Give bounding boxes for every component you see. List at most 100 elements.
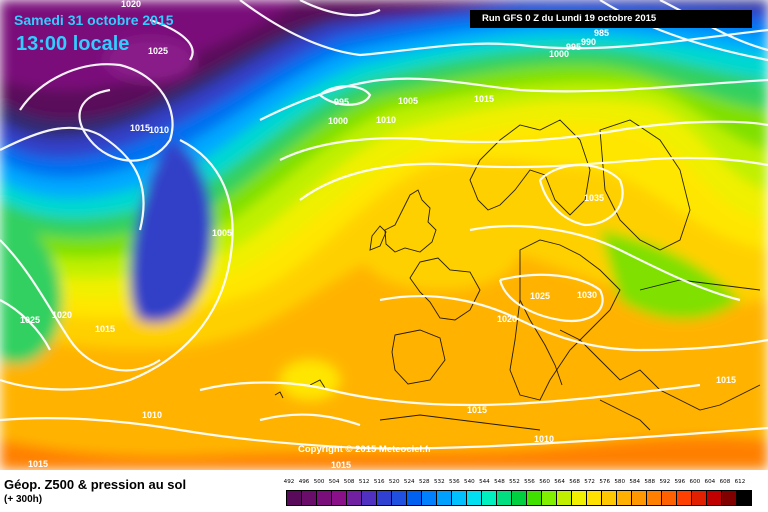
scale-label: 536 (449, 479, 460, 485)
scale-swatch (332, 491, 347, 505)
scale-label: 580 (614, 479, 626, 485)
copyright-text: Copyright © 2015 Meteociel.fr (298, 444, 432, 455)
isobar-label: 1015 (130, 123, 150, 133)
isobar-label: 1025 (20, 315, 40, 325)
scale-swatch (557, 491, 572, 505)
isobar-label: 1000 (328, 116, 348, 126)
scale-swatch (587, 491, 602, 505)
geopotential-map: 1020 1025 985 990 995 1000 995 1005 1015… (0, 0, 768, 470)
scale-swatch (377, 491, 392, 505)
isobar-label: 1010 (534, 434, 554, 444)
scale-label: 540 (464, 479, 475, 485)
isobar-label: 1025 (148, 46, 168, 56)
isobar-label: 1025 (530, 291, 550, 301)
legend-title: Géop. Z500 & pression au sol (4, 477, 187, 492)
scale-label: 584 (629, 479, 641, 485)
scale-label: 592 (659, 479, 671, 485)
scale-label: 516 (373, 479, 385, 485)
scale-swatch (482, 491, 497, 505)
scale-swatch (302, 491, 317, 505)
scale-swatch (542, 491, 557, 505)
isobar-label: 1015 (28, 459, 48, 469)
scale-label: 588 (644, 479, 656, 485)
color-scale-bar (286, 490, 752, 506)
isobar-labels: 1020 1025 985 990 995 1000 995 1005 1015… (20, 0, 736, 470)
scale-label: 548 (494, 479, 505, 485)
scale-label: 604 (704, 479, 716, 485)
scale-swatch (572, 491, 587, 505)
geopotential-field (0, 0, 768, 470)
isobar-label: 1010 (376, 115, 396, 125)
scale-swatch (602, 491, 617, 505)
scale-label: 504 (328, 479, 340, 485)
scale-label: 492 (283, 479, 295, 485)
scale-swatch (497, 491, 512, 505)
isobar-label: 1015 (95, 324, 115, 334)
scale-label: 520 (388, 479, 400, 485)
forecast-time: 13:00 locale (16, 33, 130, 55)
scale-swatch (437, 491, 452, 505)
scale-label: 532 (433, 479, 445, 485)
scale-swatch (737, 491, 751, 505)
isobar-label: 1000 (549, 49, 569, 59)
isobar-label: 1015 (331, 460, 351, 470)
forecast-date: Samedi 31 octobre 2015 (14, 12, 174, 28)
isobar-label: 1020 (497, 314, 517, 324)
scale-swatch (527, 491, 542, 505)
scale-swatch (512, 491, 527, 505)
scale-swatch (287, 491, 302, 505)
scale-label: 512 (358, 479, 370, 485)
isobar-label: 1015 (716, 375, 736, 385)
scale-swatch (722, 491, 737, 505)
scale-label: 576 (599, 479, 611, 485)
isobar-label: 1020 (52, 310, 72, 320)
scale-swatch (407, 491, 422, 505)
isobar-label: 1010 (149, 125, 169, 135)
isobar-label: 1015 (467, 405, 487, 415)
scale-label: 568 (569, 479, 580, 485)
model-run-banner: Run GFS 0 Z du Lundi 19 octobre 2015 (470, 10, 752, 28)
scale-swatch (392, 491, 407, 505)
scale-swatch (647, 491, 662, 505)
scale-swatch (347, 491, 362, 505)
scale-label: 612 (734, 479, 746, 485)
scale-swatch (422, 491, 437, 505)
isobar-label: 995 (566, 42, 581, 52)
isobar-label: 1030 (577, 290, 597, 300)
scale-label: 572 (584, 479, 595, 485)
isobars (0, 0, 768, 448)
scale-swatch (632, 491, 647, 505)
scale-swatch (362, 491, 377, 505)
scale-label: 596 (674, 479, 686, 485)
scale-swatch (452, 491, 467, 505)
scale-label: 528 (418, 479, 430, 485)
isobar-label: 990 (581, 37, 596, 47)
scale-label: 500 (313, 479, 325, 485)
isobar-label: 1015 (474, 94, 494, 104)
isobar-label: 1010 (142, 410, 162, 420)
scale-label: 556 (524, 479, 535, 485)
scale-swatch (617, 491, 632, 505)
scale-label: 608 (719, 479, 731, 485)
color-scale-labels: 492 496 500 504 508 512 516 520 524 528 532 536 540 5… (282, 479, 752, 489)
scale-swatch (707, 491, 722, 505)
isobar-label: 1005 (398, 96, 418, 106)
scale-swatch (692, 491, 707, 505)
isobar-label: 1035 (584, 193, 604, 203)
scale-label: 524 (403, 479, 415, 485)
scale-swatch (677, 491, 692, 505)
scale-label: 600 (689, 479, 701, 485)
scale-swatch (662, 491, 677, 505)
isobar-label: 985 (594, 28, 609, 38)
isobar-label: 1020 (121, 0, 141, 9)
scale-swatch (317, 491, 332, 505)
scale-label: 544 (479, 479, 490, 485)
scale-label: 496 (298, 479, 310, 485)
scale-label: 560 (539, 479, 550, 485)
scale-label: 508 (343, 479, 355, 485)
scale-label: 552 (509, 479, 520, 485)
scale-swatch (467, 491, 482, 505)
legend-subtitle: (+ 300h) (4, 494, 43, 505)
scale-label: 564 (554, 479, 565, 485)
